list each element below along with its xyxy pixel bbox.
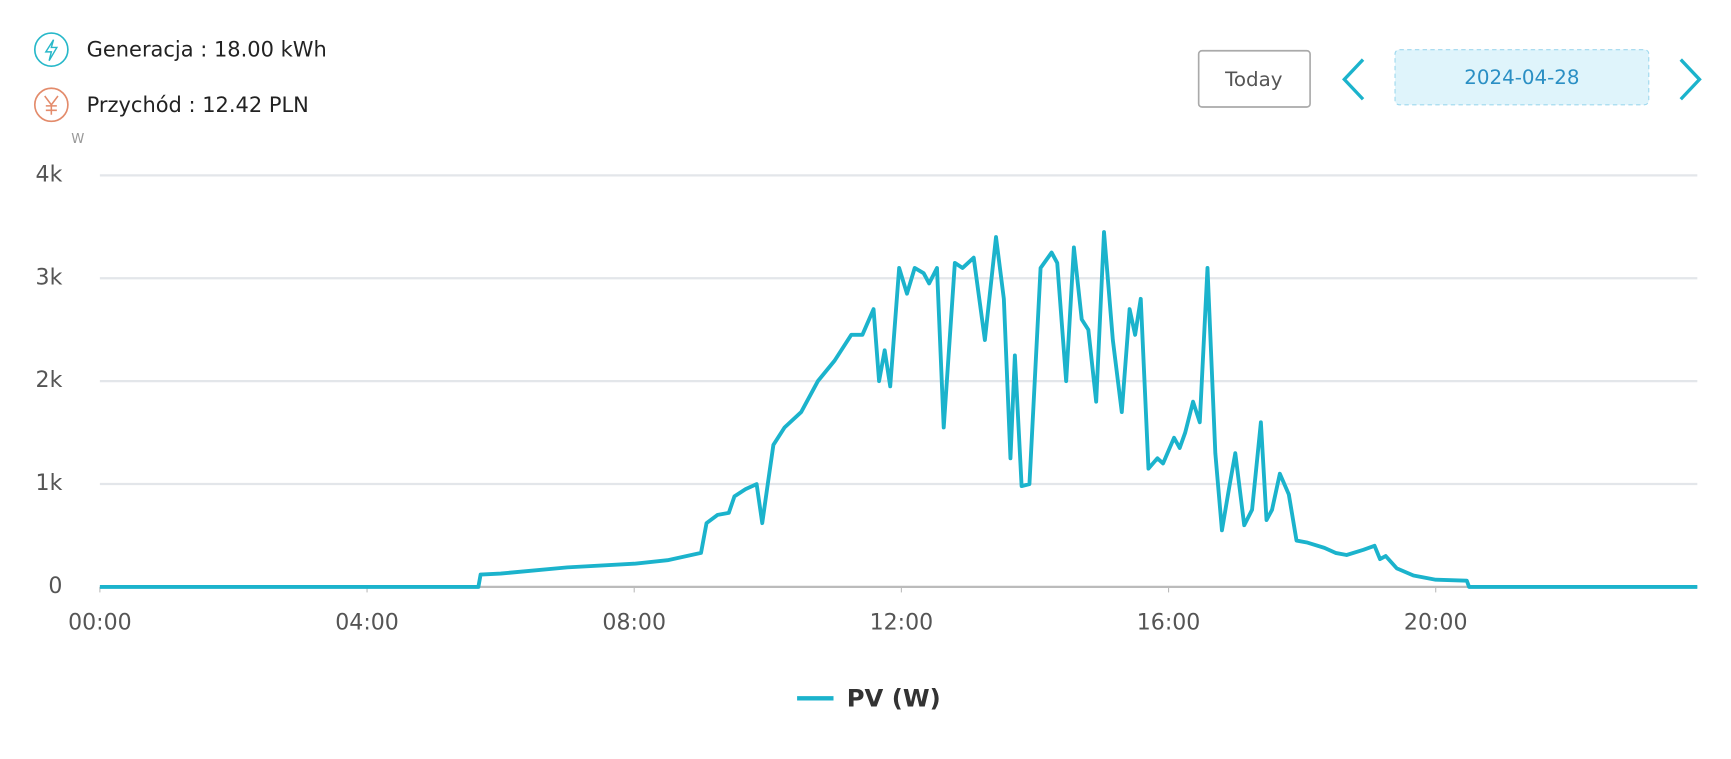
date: 2024-04-28 (1464, 66, 1579, 89)
prev-day[interactable] (1342, 58, 1365, 101)
generation: Generacja : 18.00 kWh (87, 38, 327, 62)
next-day[interactable] (1679, 58, 1702, 101)
today-label: Today (1224, 68, 1283, 91)
x-tick-label: 08:00 (602, 610, 666, 635)
today-button[interactable] (1197, 49, 1311, 108)
y-tick-label: 3k (36, 265, 63, 290)
generation-icon (33, 32, 69, 68)
y-tick-label: 1k (36, 471, 63, 496)
y-tick-label: 0 (48, 574, 62, 599)
y-tick-label: 4k (36, 162, 63, 187)
x-tick-label: 04:00 (335, 610, 399, 635)
yen (44, 95, 59, 115)
income-icon (33, 87, 69, 123)
bolt (44, 39, 59, 62)
income: Przychód : 12.42 PLN (87, 93, 309, 117)
pv-line (99, 230, 1698, 589)
plot: 0 1k 2k 3k 4k 00:00 04:00 08:00 12:00 16:00 20:00 (36, 162, 1698, 635)
y-unit: W (71, 132, 84, 147)
date-picker[interactable] (1394, 49, 1650, 106)
x-tick-label: 16:00 (1137, 610, 1201, 635)
x-tick-label: 20:00 (1404, 610, 1468, 635)
y-tick-label: 2k (36, 368, 63, 393)
x-tick-label: 00:00 (68, 610, 132, 635)
legend-label: PV (W) (847, 683, 941, 712)
x-tick-label: 12:00 (870, 610, 934, 635)
